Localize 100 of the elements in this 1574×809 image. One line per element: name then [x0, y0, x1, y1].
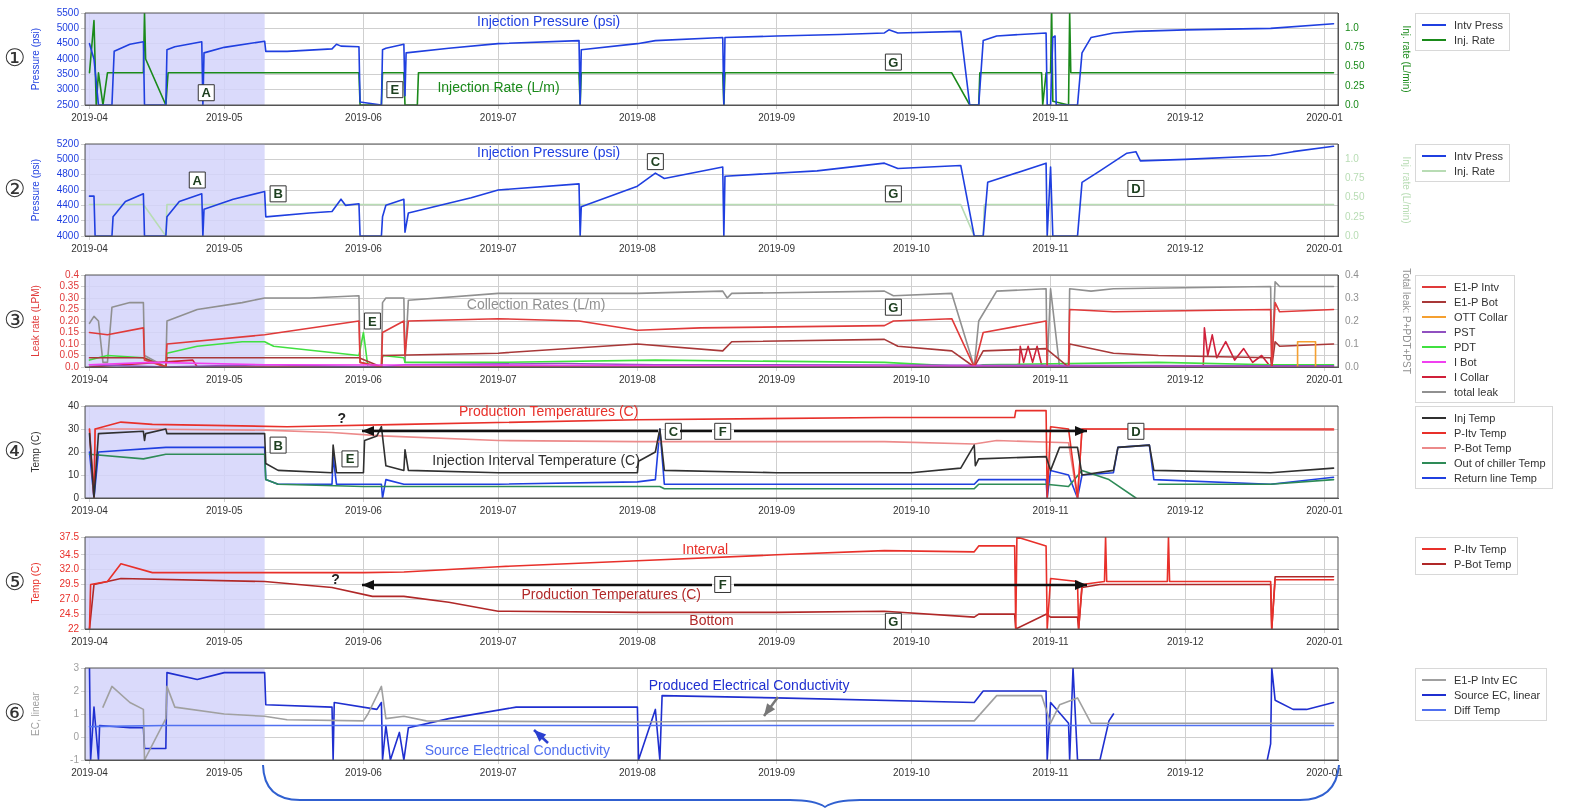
annotation: D — [1131, 423, 1141, 439]
x-tick-label: 2019-09 — [758, 504, 796, 516]
y2-tick-label: 0.0 — [1345, 360, 1360, 372]
x-tick-label: 2019-11 — [1032, 504, 1069, 516]
y2-tick-label: 0.50 — [1345, 191, 1365, 203]
y-tick-label: 0.10 — [59, 337, 80, 349]
annotation: A — [192, 172, 203, 188]
y-tick-label: 2500 — [56, 98, 80, 110]
x-tick-label: 2019-04 — [71, 242, 109, 254]
y-tick-label: 0.35 — [59, 280, 80, 292]
annotation: Injection Pressure (psi) — [477, 144, 621, 161]
annotation: G — [888, 613, 899, 629]
y-tick-label: 4400 — [56, 199, 80, 211]
x-tick-label: 2019-04 — [71, 635, 109, 647]
legend-label: Source EC, linear — [1454, 688, 1541, 701]
x-tick-label: 2019-04 — [71, 766, 109, 778]
annotation: Collection Rates (L/m) — [466, 296, 606, 313]
text: ③ — [4, 305, 26, 335]
y-tick-label: 4000 — [56, 52, 80, 64]
annotation: Source Electrical Conductivity — [424, 741, 610, 758]
y2-tick-label: 0.2 — [1345, 314, 1360, 326]
annotation: ? — [331, 570, 340, 587]
annotation: G — [888, 54, 899, 70]
y-tick-label: 5200 — [56, 137, 80, 149]
y-tick-label: 32.0 — [59, 563, 80, 575]
x-tick-label: 2019-11 — [1032, 111, 1069, 123]
legend-label: PDT — [1454, 340, 1476, 353]
annotation: F — [718, 577, 727, 593]
legend-label: E1-P Intv EC — [1454, 673, 1518, 686]
y2-tick-label: 0.4 — [1345, 268, 1360, 280]
x-tick-label: 2019-10 — [893, 766, 931, 778]
x-tick-label: 2019-11 — [1032, 373, 1069, 385]
x-tick-label: 2020-01 — [1306, 242, 1344, 254]
annotation: E — [345, 451, 355, 467]
x-tick-label: 2019-11 — [1032, 242, 1069, 254]
annotation: B — [273, 437, 283, 453]
annotation: F — [718, 423, 727, 439]
y2-tick-label: 0.50 — [1345, 60, 1365, 72]
x-tick-label: 2019-09 — [758, 111, 796, 123]
y-tick-label: 37.5 — [59, 530, 80, 542]
annotation: Injection Rate (L/m) — [437, 79, 560, 96]
x-tick-label: 2019-07 — [479, 111, 517, 123]
x-tick-label: 2019-08 — [619, 242, 657, 254]
x-tick-label: 2019-05 — [205, 504, 244, 516]
x-tick-label: 2019-11 — [1032, 635, 1069, 647]
text: ⑤ — [4, 567, 26, 597]
x-tick-label: 2019-06 — [345, 373, 383, 385]
x-tick-label: 2020-01 — [1306, 635, 1344, 647]
annotation: Production Temperatures (C) — [458, 403, 639, 420]
y2-axis-title: Inj. rate (L/min) — [1401, 25, 1413, 93]
text: ④ — [4, 436, 26, 466]
text: ① — [4, 43, 26, 73]
y-tick-label: 34.5 — [59, 548, 80, 560]
y-tick-label: 4800 — [56, 168, 80, 180]
legend-label: Inj Temp — [1454, 411, 1496, 424]
legend-label: total leak — [1454, 385, 1499, 398]
y-axis-title: Pressure (psi) — [29, 158, 41, 222]
x-tick-label: 2019-07 — [479, 373, 517, 385]
y-tick-label: 0.4 — [65, 268, 80, 280]
legend-label: I Bot — [1454, 355, 1477, 368]
x-tick-label: 2019-07 — [479, 635, 517, 647]
y-tick-label: 22 — [67, 622, 80, 634]
text: ⑥ — [4, 698, 26, 728]
x-tick-label: 2019-04 — [71, 373, 109, 385]
legend-label: P-Bot Temp — [1454, 557, 1512, 570]
x-tick-label: 2019-06 — [345, 111, 383, 123]
y-axis-title: EC, linear — [29, 691, 41, 736]
y2-tick-label: 1.0 — [1345, 153, 1360, 165]
x-tick-label: 2019-06 — [345, 766, 383, 778]
x-tick-label: 2019-04 — [71, 111, 109, 123]
legend-label: OTT Collar — [1454, 310, 1508, 323]
x-tick-label: 2020-01 — [1306, 373, 1344, 385]
y-tick-label: 3000 — [56, 83, 80, 95]
x-tick-label: 2019-06 — [345, 242, 383, 254]
y-tick-label: 0.20 — [59, 314, 80, 326]
y2-axis-title: Total leak: P+PDT+PST — [1401, 268, 1413, 374]
y-tick-label: 0 — [73, 491, 80, 503]
x-tick-label: 2019-07 — [479, 504, 517, 516]
y2-tick-label: 0.1 — [1345, 337, 1360, 349]
x-tick-label: 2019-05 — [205, 373, 244, 385]
x-tick-label: 2020-01 — [1306, 111, 1344, 123]
legend-label: P-Itv Temp — [1454, 426, 1507, 439]
y-tick-label: 0.15 — [59, 326, 80, 338]
x-tick-label: 2019-10 — [893, 635, 931, 647]
y-tick-label: 0.30 — [59, 291, 80, 303]
y-axis-title: Leak rate (LPM) — [29, 285, 41, 357]
y-axis-title: Temp (C) — [29, 562, 41, 604]
y-tick-label: 4000 — [56, 229, 80, 241]
legend-label: Inj. Rate — [1454, 33, 1495, 46]
y-tick-label: 4500 — [56, 37, 80, 49]
x-tick-label: 2019-05 — [205, 766, 244, 778]
annotation: Injection Pressure (psi) — [477, 13, 621, 30]
y-axis-title: Temp (C) — [29, 431, 41, 473]
x-tick-label: 2019-11 — [1032, 766, 1069, 778]
annotation: B — [273, 186, 283, 202]
y-tick-label: 5000 — [56, 153, 80, 165]
y-tick-label: 1 — [73, 707, 80, 719]
x-tick-label: 2019-04 — [71, 504, 109, 516]
y-tick-label: 0 — [73, 730, 80, 742]
legend-label: Intv Press — [1454, 18, 1503, 31]
